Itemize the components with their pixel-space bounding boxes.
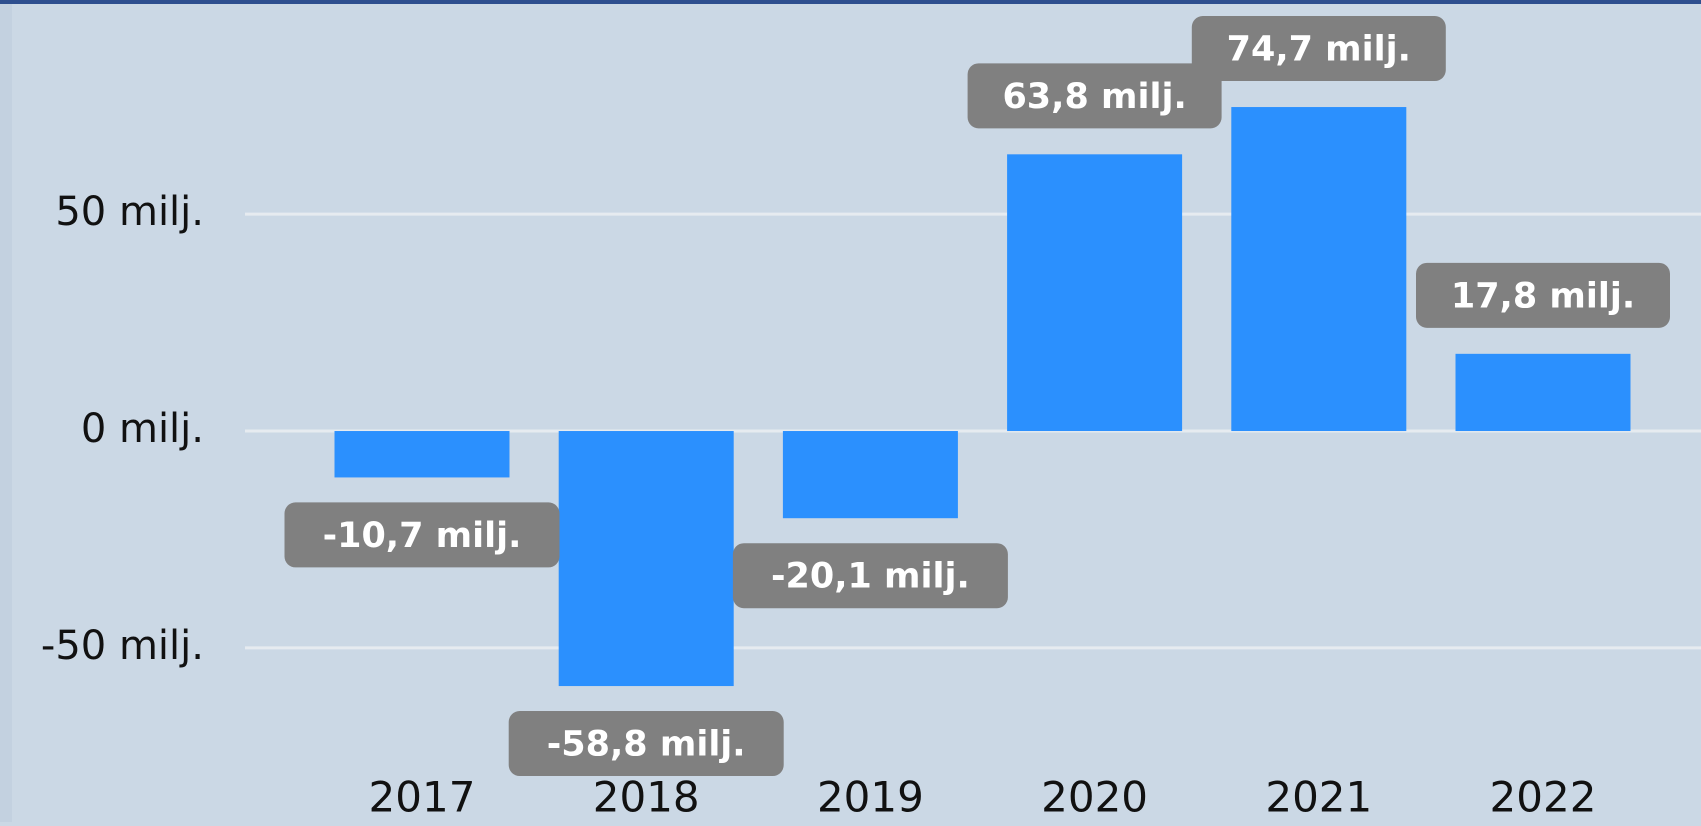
value-label: 63,8 milj. [1002, 77, 1186, 117]
value-label: 17,8 milj. [1451, 276, 1635, 316]
bar [782, 431, 958, 519]
x-tick-label: 2019 [817, 773, 924, 822]
value-label-box [1416, 262, 1670, 328]
x-tick-label: 2017 [369, 773, 476, 822]
bar [558, 431, 734, 687]
value-label-box [508, 711, 784, 777]
x-tick-label: 2022 [1490, 773, 1597, 822]
x-tick-label: 2018 [593, 773, 700, 822]
value-label-box [732, 543, 1008, 609]
y-tick-label: -50 milj. [41, 623, 204, 669]
value-label-box [967, 63, 1222, 129]
bar [1231, 107, 1407, 432]
bar [334, 431, 510, 478]
x-tick-label: 2020 [1041, 773, 1148, 822]
value-label: -10,7 milj. [323, 516, 522, 556]
value-label: -20,1 milj. [771, 557, 970, 597]
value-label-box [284, 502, 560, 568]
value-label: -58,8 milj. [547, 725, 746, 765]
value-label-box [1191, 16, 1446, 82]
bar [1007, 154, 1183, 432]
value-label: 74,7 milj. [1227, 30, 1411, 70]
left-edge [0, 0, 12, 822]
y-tick-label: 50 milj. [55, 189, 204, 235]
x-tick-label: 2021 [1265, 773, 1372, 822]
y-tick-label: 0 milj. [81, 406, 204, 452]
bar [1455, 353, 1631, 432]
top-border [0, 0, 1701, 4]
